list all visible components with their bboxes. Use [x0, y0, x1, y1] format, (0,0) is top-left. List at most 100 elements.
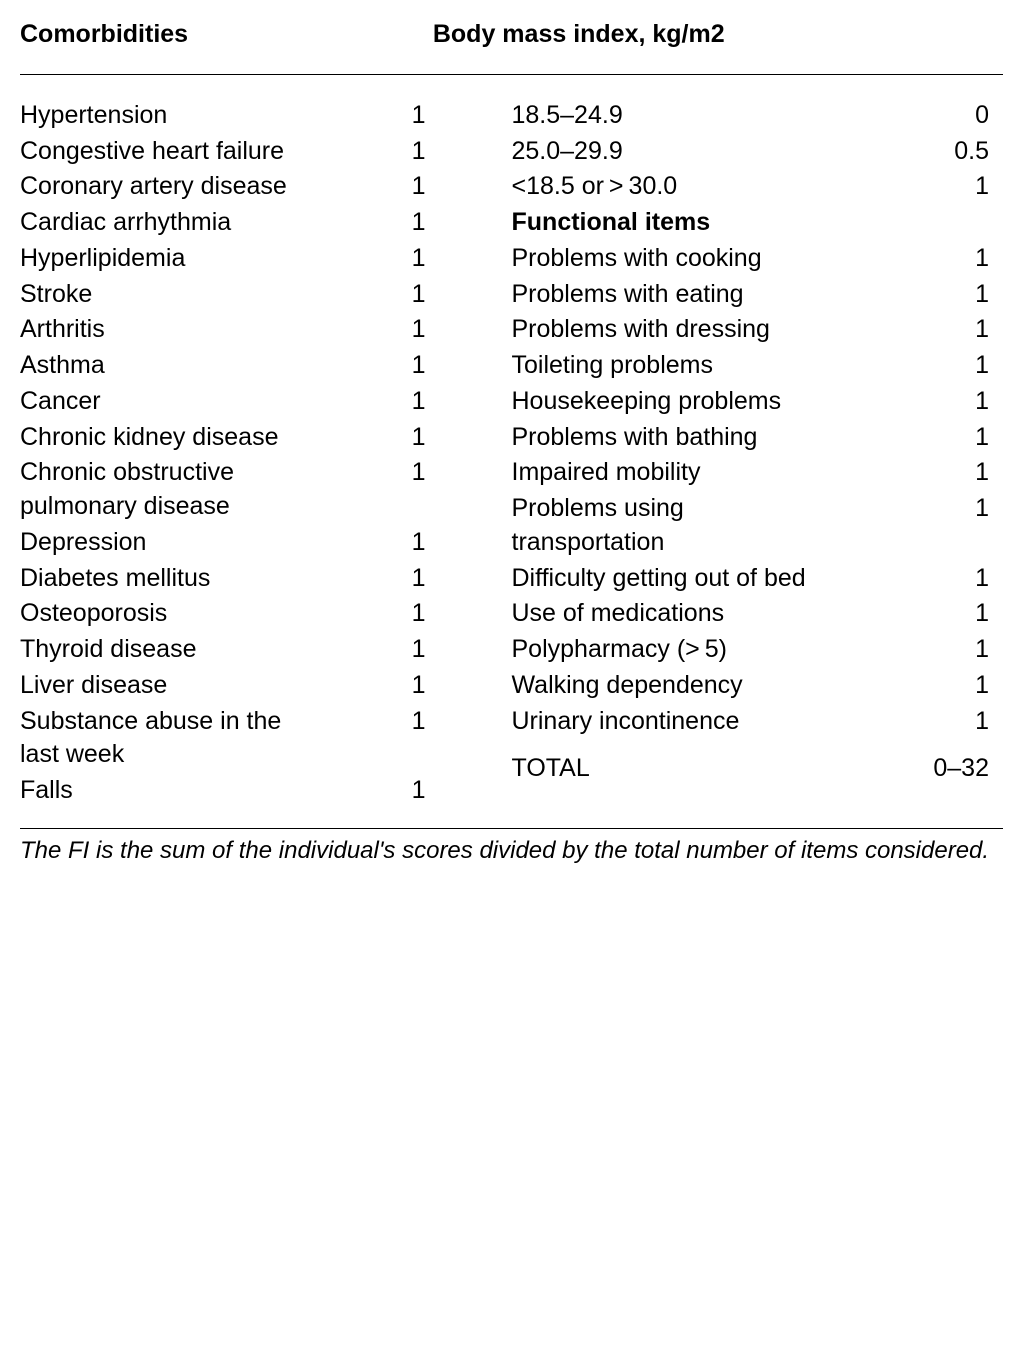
row-value: 1 — [836, 669, 1003, 703]
table-row: Problems with bathing1 — [512, 421, 1004, 455]
table-row: Thyroid disease1 — [20, 633, 496, 667]
row-label: Hypertension — [20, 99, 305, 133]
row-value: 0 — [836, 99, 1003, 133]
total-value: 0–32 — [836, 752, 1003, 786]
row-label: Stroke — [20, 278, 305, 312]
row-value: 1 — [836, 562, 1003, 596]
table-row: 18.5–24.90 — [512, 99, 1004, 133]
row-value: 1 — [836, 242, 1003, 276]
row-value: 1 — [836, 597, 1003, 631]
row-label: Housekeeping problems — [512, 385, 836, 419]
row-label: Thyroid disease — [20, 633, 305, 667]
table-row: Chronic kidney disease1 — [20, 421, 496, 455]
table-row: Congestive heart failure1 — [20, 135, 496, 169]
row-value: 1 — [305, 774, 495, 808]
table-row: Chronic obstructive pulmonary disease1 — [20, 456, 496, 524]
table-row: Problems with cooking1 — [512, 242, 1004, 276]
table-row: Depression1 — [20, 526, 496, 560]
table-row: Osteoporosis1 — [20, 597, 496, 631]
row-label: Chronic kidney disease — [20, 421, 305, 455]
row-label: Problems with cooking — [512, 242, 836, 276]
left-column: Hypertension1 Congestive heart failure1 … — [20, 99, 512, 810]
row-value: 1 — [836, 170, 1003, 204]
row-label: Asthma — [20, 349, 305, 383]
row-label: Chronic obstructive pulmonary disease — [20, 456, 305, 524]
row-value: 1 — [836, 421, 1003, 455]
table-row: Stroke1 — [20, 278, 496, 312]
row-value: 1 — [305, 242, 495, 276]
row-value: 1 — [305, 313, 495, 347]
row-label: Problems using transportation — [512, 492, 836, 560]
row-label: Use of medications — [512, 597, 836, 631]
top-rule — [20, 74, 1003, 75]
row-value: 1 — [836, 633, 1003, 667]
row-label: Coronary artery disease — [20, 170, 305, 204]
table-row: <18.5 or > 30.01 — [512, 170, 1004, 204]
row-label: Liver disease — [20, 669, 305, 703]
row-label: Problems with bathing — [512, 421, 836, 455]
row-value: 1 — [836, 313, 1003, 347]
total-row: TOTAL0–32 — [512, 752, 1004, 786]
row-label: Substance abuse in the last week — [20, 705, 305, 773]
table-row: Falls1 — [20, 774, 496, 808]
row-value: 1 — [836, 385, 1003, 419]
row-label: 18.5–24.9 — [512, 99, 836, 133]
row-value: 1 — [305, 170, 495, 204]
table-content: Hypertension1 Congestive heart failure1 … — [20, 99, 1003, 810]
row-value: 1 — [836, 492, 1003, 526]
table-row: Walking dependency1 — [512, 669, 1004, 703]
row-label: Problems with dressing — [512, 313, 836, 347]
row-label: Polypharmacy (> 5) — [512, 633, 836, 667]
row-value: 0.5 — [836, 135, 1003, 169]
row-value: 1 — [305, 278, 495, 312]
header-bmi: Body mass index, kg/m2 — [433, 18, 1003, 52]
table-row: Hypertension1 — [20, 99, 496, 133]
footnote-text: The FI is the sum of the individual's sc… — [20, 835, 1003, 867]
table-row: Problems with dressing1 — [512, 313, 1004, 347]
table-header-row: Comorbidities Body mass index, kg/m2 — [20, 18, 1003, 74]
row-value: 1 — [305, 633, 495, 667]
table-row: Use of medications1 — [512, 597, 1004, 631]
row-label: Congestive heart failure — [20, 135, 305, 169]
row-label: Depression — [20, 526, 305, 560]
header-comorbidities: Comorbidities — [20, 18, 433, 52]
table-row: 25.0–29.90.5 — [512, 135, 1004, 169]
table-row: Diabetes mellitus1 — [20, 562, 496, 596]
row-value: 1 — [836, 456, 1003, 490]
row-value: 1 — [836, 349, 1003, 383]
row-value: 1 — [305, 385, 495, 419]
row-value: 1 — [305, 135, 495, 169]
row-label: Cancer — [20, 385, 305, 419]
row-label: Impaired mobility — [512, 456, 836, 490]
row-label: Osteoporosis — [20, 597, 305, 631]
row-label: Falls — [20, 774, 305, 808]
table-row: Toileting problems1 — [512, 349, 1004, 383]
table-row: Difficulty getting out of bed1 — [512, 562, 1004, 596]
table-row: Coronary artery disease1 — [20, 170, 496, 204]
row-label: Difficulty getting out of bed — [512, 562, 836, 596]
row-value: 1 — [305, 669, 495, 703]
row-label: Cardiac arrhythmia — [20, 206, 305, 240]
table-row: Cardiac arrhythmia1 — [20, 206, 496, 240]
row-value: 1 — [305, 206, 495, 240]
row-value: 1 — [305, 456, 495, 490]
row-value: 1 — [305, 526, 495, 560]
row-value: 1 — [836, 705, 1003, 739]
right-column: 18.5–24.90 25.0–29.90.5 <18.5 or > 30.01… — [512, 99, 1004, 810]
row-label: <18.5 or > 30.0 — [512, 170, 836, 204]
row-label: Toileting problems — [512, 349, 836, 383]
total-label: TOTAL — [512, 752, 836, 786]
row-value: 1 — [305, 705, 495, 739]
row-value: 1 — [305, 349, 495, 383]
row-value: 1 — [305, 421, 495, 455]
subheader-functional: Functional items — [512, 206, 1004, 240]
table-row: Cancer1 — [20, 385, 496, 419]
row-label: Arthritis — [20, 313, 305, 347]
table-row: Asthma1 — [20, 349, 496, 383]
table-row: Substance abuse in the last week1 — [20, 705, 496, 773]
row-label: Hyperlipidemia — [20, 242, 305, 276]
table-row: Problems with eating1 — [512, 278, 1004, 312]
row-value: 1 — [305, 562, 495, 596]
row-label: Urinary incontinence — [512, 705, 836, 739]
row-label: 25.0–29.9 — [512, 135, 836, 169]
